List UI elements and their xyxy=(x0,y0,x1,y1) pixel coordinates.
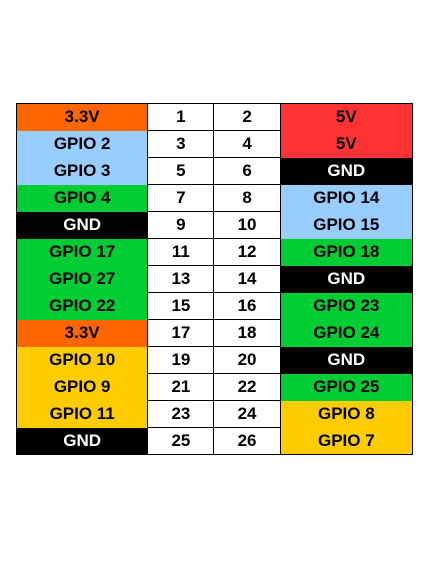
pin-function-left: GPIO 4 xyxy=(15,184,149,212)
pin-number-even: 18 xyxy=(213,319,281,347)
pin-function-left: GPIO 3 xyxy=(15,157,149,185)
pin-number-odd: 23 xyxy=(147,400,215,428)
pin-number-even: 16 xyxy=(213,292,281,320)
pin-number-odd: 19 xyxy=(147,346,215,374)
pin-row: 3.3V 17 18 GPIO 24 xyxy=(15,319,414,347)
pin-number-even: 12 xyxy=(213,238,281,266)
pin-function-right: GPIO 15 xyxy=(279,211,414,239)
pin-function-right: GPIO 8 xyxy=(279,400,414,428)
pin-function-left: GPIO 11 xyxy=(15,400,149,428)
pin-number-even: 8 xyxy=(213,184,281,212)
pin-number-even: 26 xyxy=(213,427,281,455)
pin-row: GPIO 27 13 14 GND xyxy=(15,265,414,293)
pin-number-even: 4 xyxy=(213,130,281,158)
pin-function-right: GND xyxy=(279,346,414,374)
pin-number-odd: 11 xyxy=(147,238,215,266)
pin-row: 3.3V 1 2 5V xyxy=(15,103,414,131)
pin-row: GPIO 4 7 8 GPIO 14 xyxy=(15,184,414,212)
pin-number-even: 6 xyxy=(213,157,281,185)
pin-number-odd: 13 xyxy=(147,265,215,293)
pin-number-odd: 25 xyxy=(147,427,215,455)
pin-function-left: GPIO 9 xyxy=(15,373,149,401)
pin-row: GPIO 22 15 16 GPIO 23 xyxy=(15,292,414,320)
pin-function-right: GPIO 23 xyxy=(279,292,414,320)
pin-row: GND 9 10 GPIO 15 xyxy=(15,211,414,239)
pin-function-right: 5V xyxy=(279,103,414,131)
pin-row: GPIO 9 21 22 GPIO 25 xyxy=(15,373,414,401)
pin-number-odd: 3 xyxy=(147,130,215,158)
pin-number-even: 2 xyxy=(213,103,281,131)
pin-number-even: 20 xyxy=(213,346,281,374)
gpio-pinout-table: 3.3V 1 2 5V GPIO 2 3 4 5V GPIO 3 5 6 GND GPIO 4 7 8 GPI… xyxy=(15,103,414,455)
pin-function-left: GND xyxy=(15,211,149,239)
pin-function-left: 3.3V xyxy=(15,103,149,131)
pin-number-odd: 7 xyxy=(147,184,215,212)
pin-row: GPIO 10 19 20 GND xyxy=(15,346,414,374)
pin-function-left: GPIO 22 xyxy=(15,292,149,320)
pin-function-left: GND xyxy=(15,427,149,455)
pin-number-even: 10 xyxy=(213,211,281,239)
pin-function-right: GND xyxy=(279,265,414,293)
pin-function-right: GPIO 14 xyxy=(279,184,414,212)
pin-function-left: GPIO 2 xyxy=(15,130,149,158)
pin-function-right: GPIO 7 xyxy=(279,427,414,455)
pin-function-left: GPIO 17 xyxy=(15,238,149,266)
pin-number-even: 24 xyxy=(213,400,281,428)
pin-number-even: 22 xyxy=(213,373,281,401)
pin-number-odd: 17 xyxy=(147,319,215,347)
pin-row: GPIO 17 11 12 GPIO 18 xyxy=(15,238,414,266)
pin-function-left: GPIO 27 xyxy=(15,265,149,293)
pin-number-odd: 1 xyxy=(147,103,215,131)
pin-row: GPIO 3 5 6 GND xyxy=(15,157,414,185)
pin-function-right: GND xyxy=(279,157,414,185)
pin-function-left: GPIO 10 xyxy=(15,346,149,374)
pin-function-right: GPIO 18 xyxy=(279,238,414,266)
pin-number-odd: 5 xyxy=(147,157,215,185)
pin-function-right: GPIO 25 xyxy=(279,373,414,401)
pin-row: GPIO 2 3 4 5V xyxy=(15,130,414,158)
pin-number-even: 14 xyxy=(213,265,281,293)
pin-function-right: GPIO 24 xyxy=(279,319,414,347)
pin-number-odd: 9 xyxy=(147,211,215,239)
pin-function-left: 3.3V xyxy=(15,319,149,347)
pin-function-right: 5V xyxy=(279,130,414,158)
pin-number-odd: 21 xyxy=(147,373,215,401)
pinout-rows: 3.3V 1 2 5V GPIO 2 3 4 5V GPIO 3 5 6 GND GPIO 4 7 8 GPI… xyxy=(15,103,414,455)
pin-row: GPIO 11 23 24 GPIO 8 xyxy=(15,400,414,428)
pin-row: GND 25 26 GPIO 7 xyxy=(15,427,414,455)
pin-number-odd: 15 xyxy=(147,292,215,320)
